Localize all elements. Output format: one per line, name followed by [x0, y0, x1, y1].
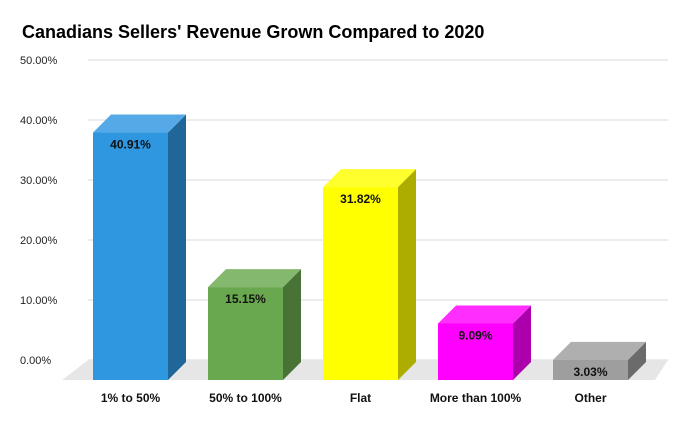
data-label: 40.91% — [110, 138, 151, 152]
data-label: 9.09% — [458, 328, 492, 342]
bar-side — [628, 341, 646, 380]
bar — [93, 114, 186, 380]
bar-front — [553, 359, 628, 380]
data-label: 15.15% — [225, 292, 266, 306]
bar-side — [168, 114, 186, 380]
bar-top — [323, 169, 416, 188]
x-axis-tick-labels: 1% to 50% 50% to 100% Flat More than 100% Ot… — [101, 391, 607, 405]
x-tick-label: 50% to 100% — [209, 391, 282, 405]
bar-side — [513, 305, 531, 380]
x-tick-label: Other — [574, 391, 606, 405]
y-axis-tick-labels: 0.00% 10.00% 20.00% 30.00% 40.00% 50.00% — [20, 55, 58, 367]
data-label: 3.03% — [573, 365, 607, 379]
x-tick-label: 1% to 50% — [101, 391, 161, 405]
y-tick-label: 30.00% — [20, 175, 58, 187]
bar-side — [398, 169, 416, 380]
bar-top — [93, 114, 186, 133]
data-label: 31.82% — [340, 192, 381, 206]
bar — [438, 305, 531, 380]
y-tick-label: 20.00% — [20, 235, 58, 247]
bar — [208, 269, 301, 380]
bar — [553, 341, 646, 380]
bar-front — [208, 287, 283, 380]
bar — [323, 169, 416, 380]
bar-front — [438, 323, 513, 380]
bar-top — [438, 305, 531, 324]
bar-top — [208, 269, 301, 288]
bars: 40.91% 15.15% 31.82% 9.09% 3.03% — [93, 114, 646, 380]
y-tick-label: 0.00% — [20, 355, 51, 367]
x-tick-label: More than 100% — [430, 391, 522, 405]
bar-side — [283, 269, 301, 380]
y-tick-label: 10.00% — [20, 295, 58, 307]
bar-front — [323, 187, 398, 380]
x-tick-label: Flat — [350, 391, 371, 405]
bar-front — [93, 132, 168, 380]
y-tick-label: 50.00% — [20, 55, 58, 67]
y-tick-label: 40.00% — [20, 115, 58, 127]
chart-title: Canadians Sellers' Revenue Grown Compare… — [22, 22, 484, 42]
bar-top — [553, 341, 646, 360]
